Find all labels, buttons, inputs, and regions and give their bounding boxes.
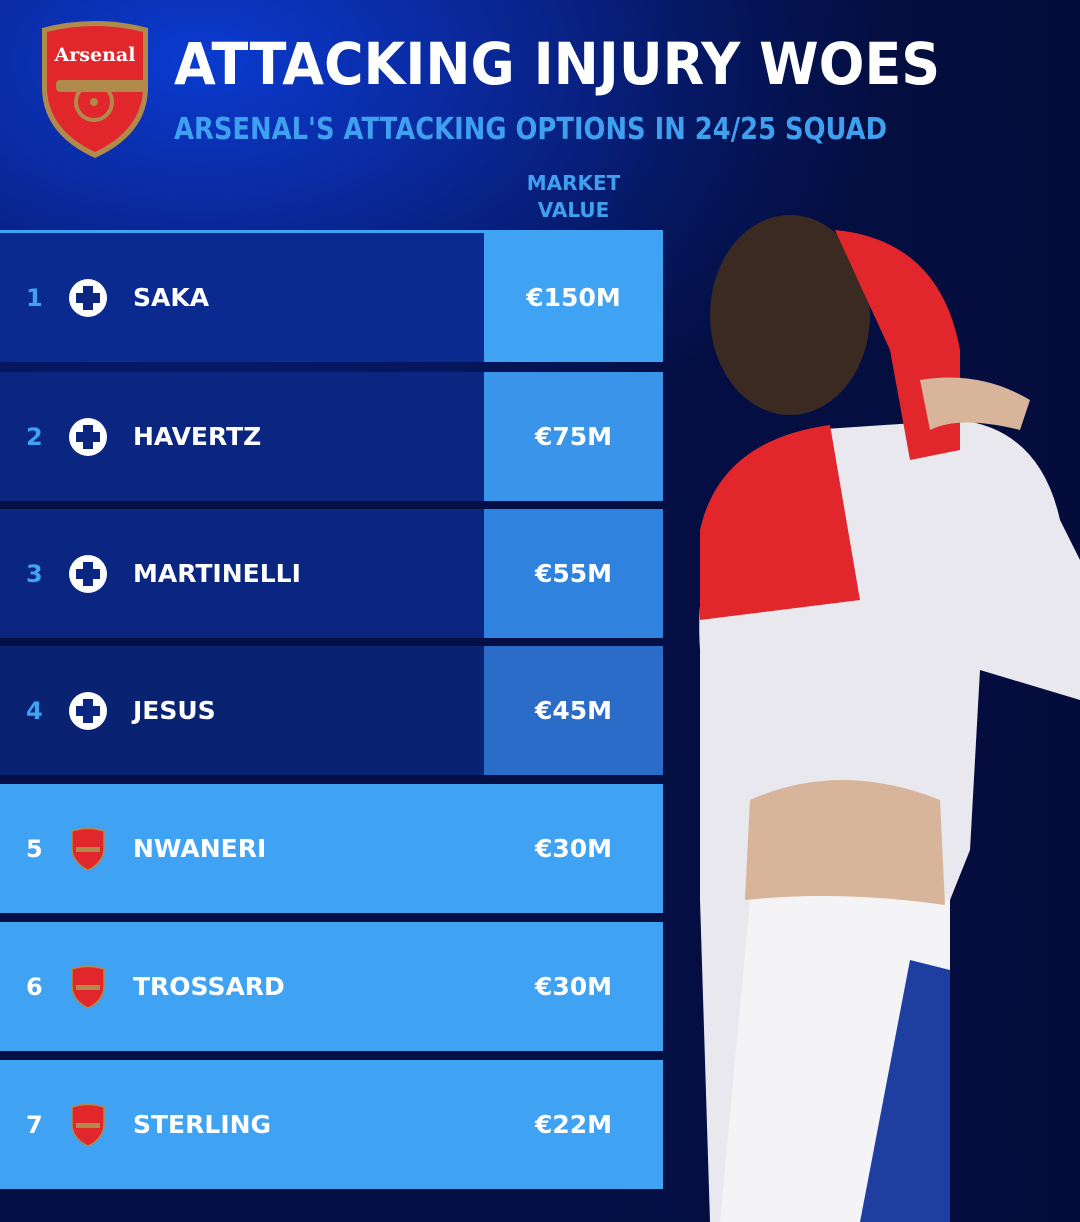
rank-number: 7 bbox=[26, 1110, 43, 1139]
player-name: NWANERI bbox=[133, 834, 267, 863]
table-row: €30M 6 TROSSARD bbox=[0, 922, 663, 1051]
market-value: €22M bbox=[484, 1060, 663, 1189]
rank-number: 4 bbox=[26, 696, 43, 725]
table-row: €45M 4 JESUS bbox=[0, 646, 663, 775]
player-name: SAKA bbox=[133, 283, 210, 312]
player-name: HAVERTZ bbox=[133, 422, 262, 451]
svg-text:Arsenal: Arsenal bbox=[54, 44, 136, 66]
market-value: €45M bbox=[484, 646, 663, 775]
table-row: €150M 1 SAKA bbox=[0, 233, 663, 362]
player-name: STERLING bbox=[133, 1110, 272, 1139]
header-line-1: MARKET bbox=[526, 171, 621, 195]
arsenal-crest-icon bbox=[68, 827, 108, 871]
arsenal-crest-icon bbox=[68, 1103, 108, 1147]
injury-cross-icon bbox=[68, 554, 108, 594]
page-title: ATTACKING INJURY WOES bbox=[174, 30, 941, 98]
market-value: €150M bbox=[484, 233, 663, 362]
player-name: JESUS bbox=[133, 696, 216, 725]
table-row: €75M 2 HAVERTZ bbox=[0, 372, 663, 501]
player-photo bbox=[699, 215, 1080, 1222]
rank-number: 6 bbox=[26, 972, 43, 1001]
rank-number: 5 bbox=[26, 834, 43, 863]
market-value: €55M bbox=[484, 509, 663, 638]
market-value: €30M bbox=[484, 922, 663, 1051]
rank-number: 2 bbox=[26, 422, 43, 451]
rank-number: 1 bbox=[26, 283, 43, 312]
arsenal-crest-logo: Arsenal bbox=[42, 21, 148, 158]
rank-number: 3 bbox=[26, 559, 43, 588]
page-subtitle: ARSENAL'S ATTACKING OPTIONS IN 24/25 SQU… bbox=[174, 112, 888, 147]
market-value: €30M bbox=[484, 784, 663, 913]
table-top-line bbox=[0, 230, 663, 233]
table-row: €30M 5 NWANERI bbox=[0, 784, 663, 913]
injury-cross-icon bbox=[68, 417, 108, 457]
market-value: €75M bbox=[484, 372, 663, 501]
arsenal-crest-icon bbox=[68, 965, 108, 1009]
player-name: TROSSARD bbox=[133, 972, 285, 1001]
injury-cross-icon bbox=[68, 278, 108, 318]
injury-cross-icon bbox=[68, 691, 108, 731]
header-line-2: VALUE bbox=[537, 198, 610, 222]
table-row: €55M 3 MARTINELLI bbox=[0, 509, 663, 638]
market-value-header: MARKET VALUE bbox=[484, 170, 663, 224]
table-row: €22M 7 STERLING bbox=[0, 1060, 663, 1189]
player-name: MARTINELLI bbox=[133, 559, 301, 588]
